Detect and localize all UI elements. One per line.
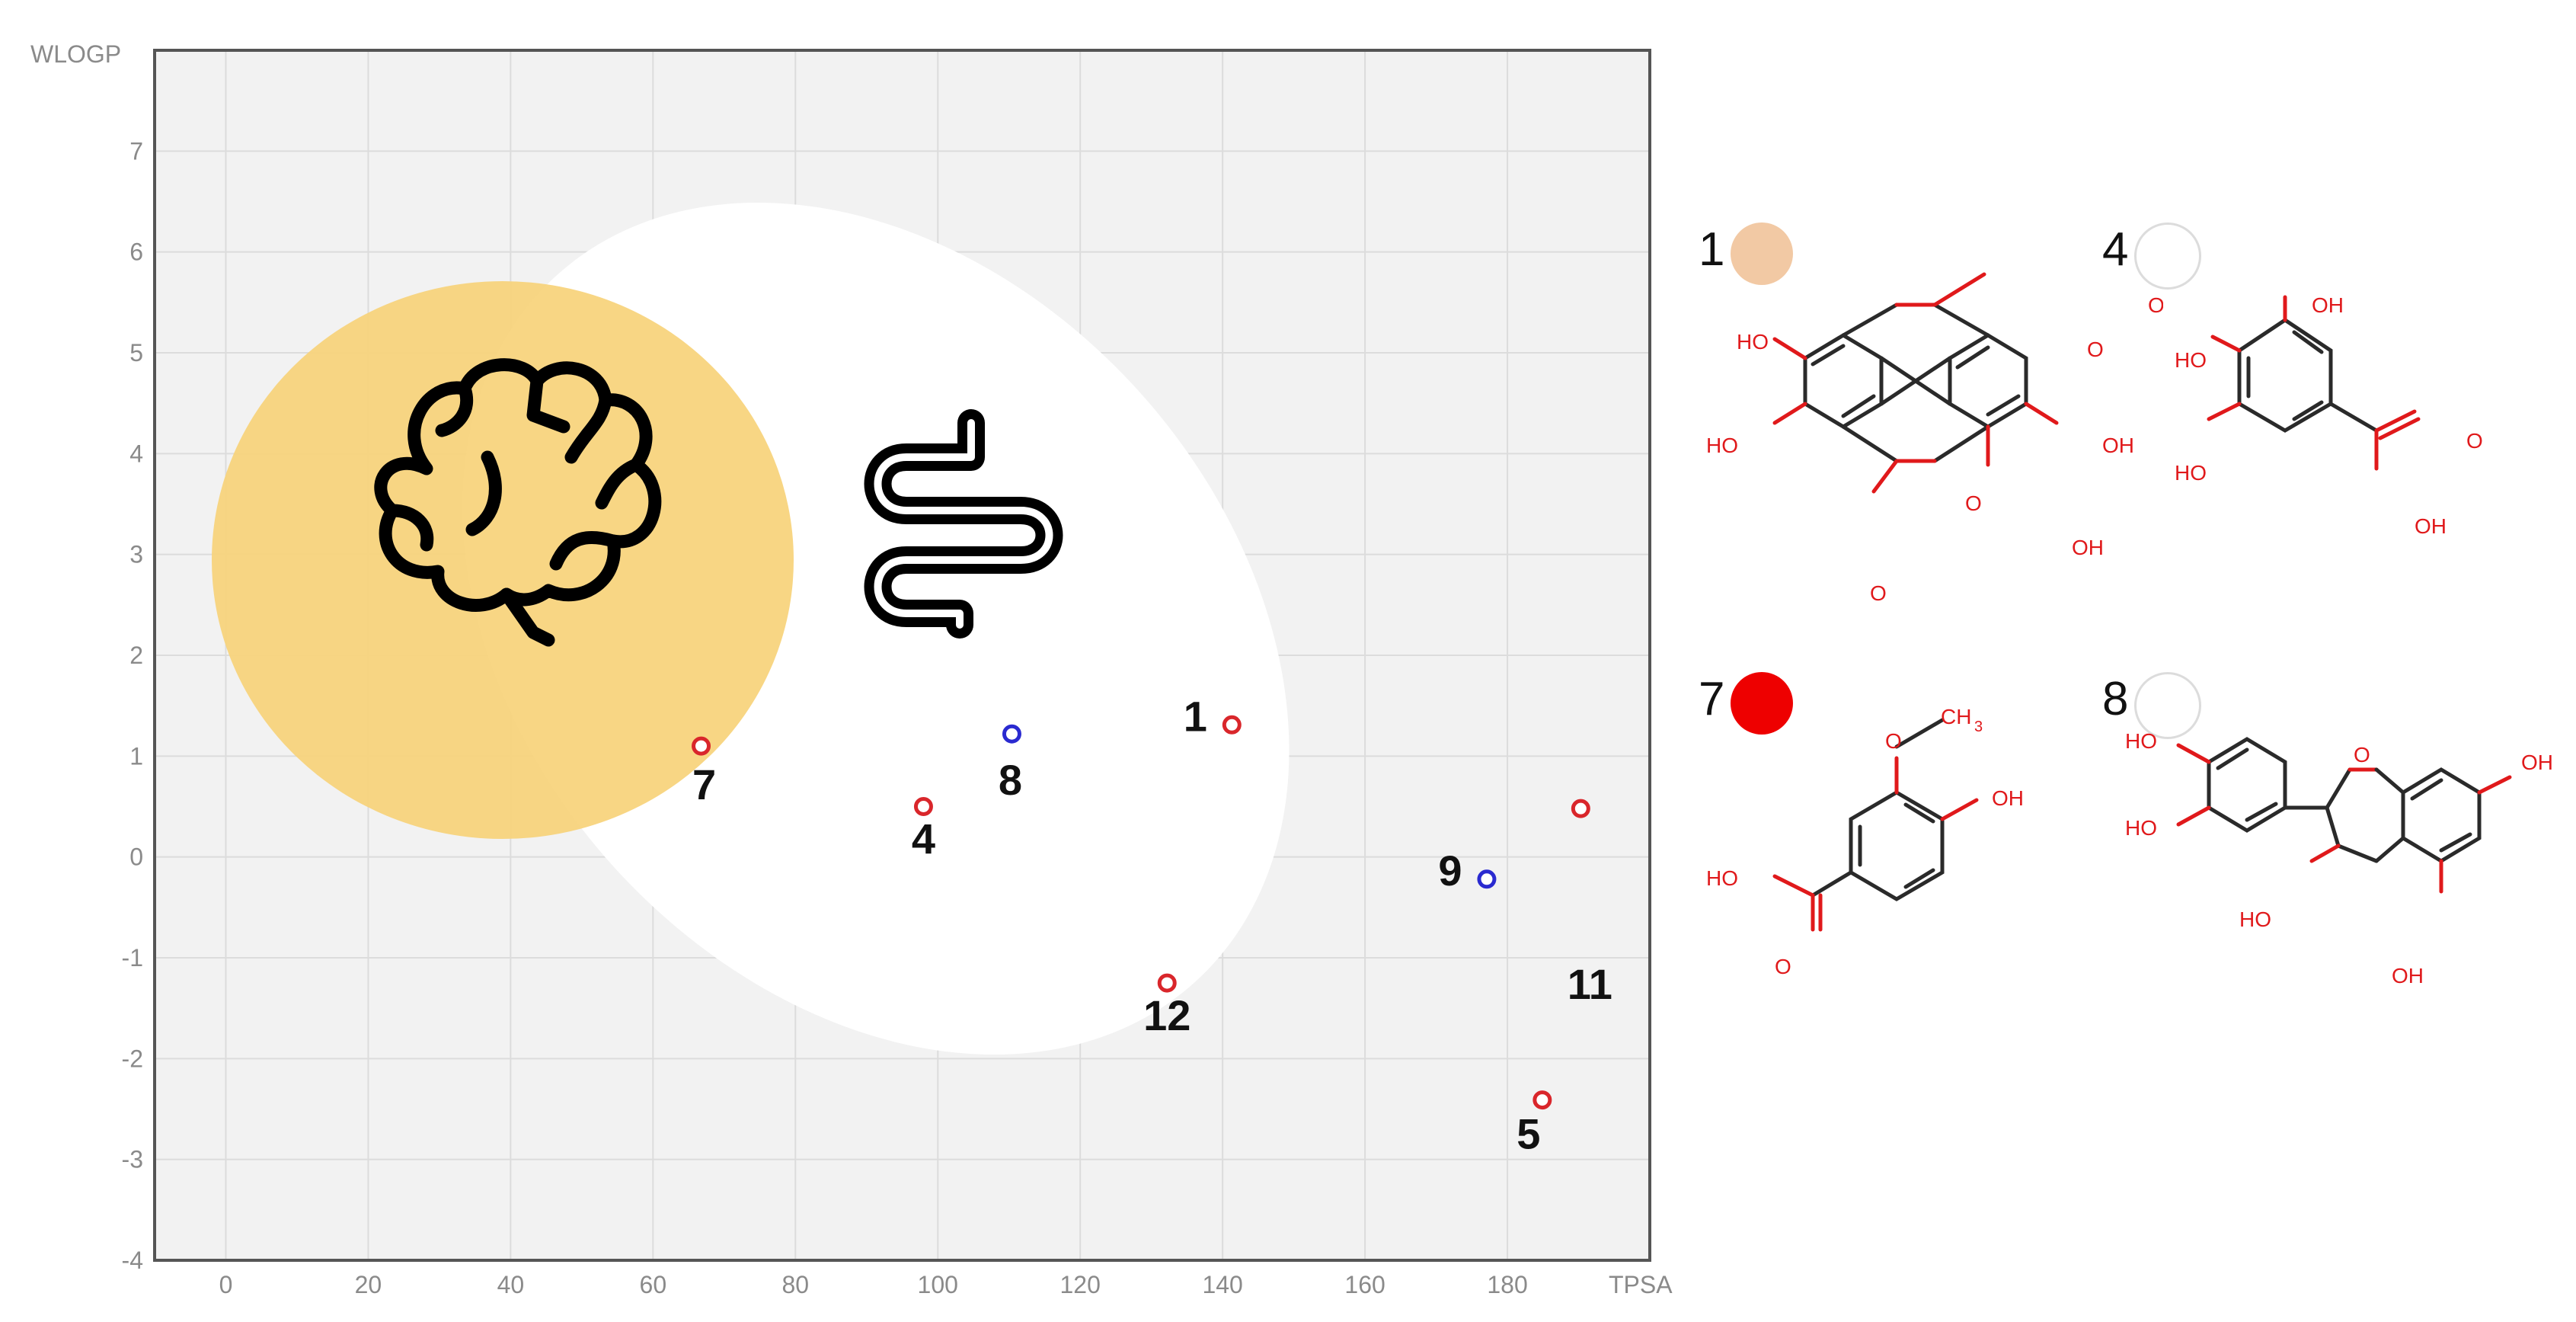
x-tick-label: 140 — [1202, 1271, 1242, 1298]
label-ho: HO — [2175, 348, 2207, 372]
x-tick-labels: 0 20 40 60 80 100 120 140 160 180 — [219, 1271, 1528, 1298]
point-label-12: 12 — [1143, 991, 1191, 1039]
point-label-11: 11 — [1568, 960, 1612, 1008]
point-label-5: 5 — [1517, 1110, 1540, 1158]
y-tick-label: 0 — [129, 843, 143, 871]
molecule-number: 1 — [1699, 223, 1725, 276]
data-point-1 — [1222, 715, 1242, 735]
label-ch3: CH — [1941, 705, 1971, 728]
bioavailability-scatter-chart: 0 20 40 60 80 100 120 140 160 180 -4-3-2-10123456… — [30, 40, 1673, 1298]
data-point-4 — [913, 797, 933, 816]
data-point-7 — [692, 736, 711, 756]
molecule-structure-1: HO HO OH OH O O O O — [1706, 272, 2163, 605]
y-tick-label: 2 — [129, 642, 143, 669]
label-o: O — [1965, 491, 1982, 515]
y-tick-label: 4 — [129, 440, 143, 467]
x-tick-label: 100 — [918, 1271, 958, 1298]
molecule-structure-4: OH HO HO O OH — [2175, 293, 2483, 538]
intestine-icon-inner — [874, 419, 1053, 629]
point-label-8: 8 — [999, 756, 1022, 804]
data-point-8 — [1002, 724, 1021, 744]
y-tick-label: 1 — [129, 742, 143, 770]
label-o: O — [2466, 429, 2483, 453]
point-label-1: 1 — [1184, 692, 1207, 740]
x-tick-label: 120 — [1059, 1271, 1100, 1298]
label-ho: HO — [2125, 729, 2157, 753]
plot-frame — [153, 49, 1651, 1262]
y-tick-label: 7 — [129, 137, 143, 165]
molecule-number: 8 — [2102, 673, 2129, 725]
molecule-color-dot — [2134, 672, 2201, 739]
molecule-panel-1: 1 HO HO OH OH O O O O — [1691, 206, 2163, 632]
data-points — [692, 715, 1590, 1110]
label-ho: HO — [2239, 907, 2271, 931]
label-oh: OH — [2072, 536, 2104, 559]
label-ho: HO — [2125, 816, 2157, 840]
label-o: O — [2148, 293, 2163, 317]
x-tick-label: 0 — [219, 1271, 233, 1298]
label-oh: OH — [2415, 514, 2447, 538]
molecule-color-dot — [1731, 672, 1793, 735]
x-tick-label: 160 — [1344, 1271, 1385, 1298]
molecule-structure-8: HO HO O OH HO OH — [2125, 729, 2553, 987]
y-tick-label: 5 — [129, 339, 143, 367]
y-tick-label: 3 — [129, 541, 143, 568]
label-oh: OH — [2312, 293, 2344, 317]
label-ho: HO — [1737, 330, 1769, 354]
molecule-panel-7: 7 O CH 3 OH HO O — [1691, 655, 2117, 1006]
x-axis-label: TPSA — [1609, 1271, 1673, 1298]
y-tick-label: -4 — [122, 1247, 143, 1274]
molecule-panel-4: 4 OH HO HO O OH — [2095, 206, 2521, 556]
molecule-number: 4 — [2102, 223, 2129, 276]
label-o: O — [1870, 581, 1887, 605]
label-o: O — [1885, 729, 1902, 753]
data-point-11 — [1571, 799, 1590, 818]
y-axis-label: WLOGP — [30, 40, 121, 68]
molecule-panel-8: 8 HO HO O OH HO OH — [2095, 655, 2576, 1021]
x-tick-label: 20 — [355, 1271, 382, 1298]
y-tick-label: -3 — [122, 1146, 143, 1173]
y-tick-label: -2 — [122, 1045, 143, 1072]
label-ho: HO — [1706, 434, 1738, 457]
label-oh: OH — [2392, 964, 2424, 987]
point-labels: 1 4 5 7 8 9 11 12 — [692, 692, 1612, 1157]
molecule-color-dot — [2134, 222, 2201, 290]
label-ho: HO — [1706, 866, 1738, 890]
y-tick-labels: -4 -3 -2 -1 0 1 2 3 4 5 6 7 — [122, 137, 143, 1274]
data-point-5 — [1532, 1090, 1552, 1110]
x-tick-label: 40 — [497, 1271, 525, 1298]
molecule-color-dot — [1731, 222, 1793, 285]
molecule-structure-7: O CH 3 OH HO O — [1706, 705, 2024, 978]
y-tick-label: -1 — [122, 944, 143, 971]
x-tick-label: 80 — [781, 1271, 809, 1298]
data-point-9 — [1477, 869, 1497, 889]
molecule-number: 7 — [1699, 673, 1725, 725]
label-o: O — [1775, 955, 1791, 978]
data-point-12 — [1157, 973, 1177, 993]
label-oh: OH — [2521, 751, 2553, 774]
point-label-4: 4 — [912, 815, 935, 863]
y-tick-label: 6 — [129, 238, 143, 266]
point-label-7: 7 — [692, 760, 716, 808]
point-label-9: 9 — [1438, 847, 1462, 895]
brain-icon — [374, 358, 662, 647]
label-o: O — [2087, 338, 2104, 361]
label-oh: OH — [1992, 786, 2024, 810]
label-oh: OH — [2102, 434, 2134, 457]
label-ch3-subscript: 3 — [1974, 719, 1983, 735]
label-ho: HO — [2175, 461, 2207, 485]
x-tick-label: 180 — [1487, 1271, 1527, 1298]
x-tick-label: 60 — [640, 1271, 667, 1298]
label-o: O — [2354, 743, 2370, 767]
